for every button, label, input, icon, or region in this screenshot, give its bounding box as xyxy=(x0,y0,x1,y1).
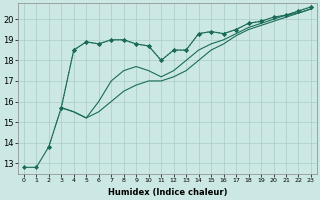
X-axis label: Humidex (Indice chaleur): Humidex (Indice chaleur) xyxy=(108,188,227,197)
